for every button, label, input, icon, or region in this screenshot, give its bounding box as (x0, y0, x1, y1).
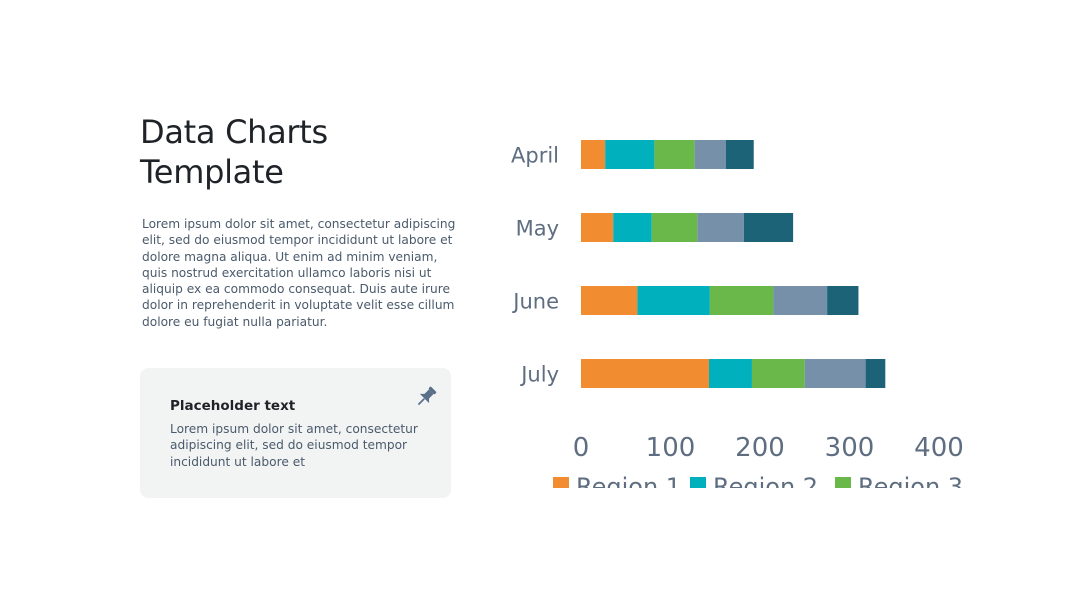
bar-july-series-5 (865, 359, 886, 388)
bar-july-series-3 (751, 359, 805, 388)
stacked-bar-chart: April May June July 0 100 200 300 400 Region 1 Reg… (511, 140, 964, 490)
bar-july-series-1 (581, 359, 709, 388)
legend-label: Region 1 (576, 473, 681, 490)
legend-swatch (835, 477, 851, 488)
bar-june-series-3 (709, 286, 774, 315)
pin-icon (418, 386, 437, 405)
bar-may-series-5 (743, 213, 794, 242)
page-title-line-1: Data Charts (140, 113, 328, 151)
legend-item: Region 1 (553, 473, 681, 490)
bar-june-series-5 (827, 286, 859, 315)
page-title: Data Charts Template (140, 112, 460, 192)
category-label-july: July (519, 363, 559, 387)
bar-april-series-2 (605, 140, 655, 169)
legend-swatch (690, 477, 706, 488)
category-label-may: May (516, 217, 559, 241)
legend-label: Region 3 (858, 473, 963, 490)
body-paragraph: Lorem ipsum dolor sit amet, consectetur … (142, 217, 456, 329)
bar-april-series-3 (654, 140, 695, 169)
x-tick-label: 400 (914, 433, 964, 463)
bar-may-series-1 (581, 213, 614, 242)
x-tick-label: 300 (825, 433, 875, 463)
bar-may-series-2 (613, 213, 652, 242)
bar-may-series-4 (697, 213, 744, 242)
category-label-june: June (511, 290, 559, 314)
bar-april-series-1 (581, 140, 606, 169)
card-heading: Placeholder text (170, 398, 296, 414)
bar-april-series-5 (725, 140, 754, 169)
bar-april-series-4 (694, 140, 726, 169)
page-title-line-2: Template (140, 153, 284, 191)
placeholder-card: Placeholder text Lorem ipsum dolor sit a… (140, 368, 451, 498)
x-tick-label: 0 (573, 433, 590, 463)
bar-july-series-4 (804, 359, 866, 388)
bar-july-series-2 (708, 359, 752, 388)
card-text: Lorem ipsum dolor sit amet, consectetur … (170, 422, 418, 469)
x-tick-label: 100 (646, 433, 696, 463)
bar-may-series-3 (651, 213, 698, 242)
bar-june-series-2 (637, 286, 710, 315)
category-label-april: April (511, 144, 559, 168)
bar-june-series-1 (581, 286, 638, 315)
legend-item: Region 3 (835, 473, 963, 490)
legend-item: Region 2 (690, 473, 818, 490)
legend-swatch (553, 477, 569, 488)
legend-label: Region 2 (713, 473, 818, 490)
bar-june-series-4 (773, 286, 828, 315)
x-tick-label: 200 (735, 433, 785, 463)
